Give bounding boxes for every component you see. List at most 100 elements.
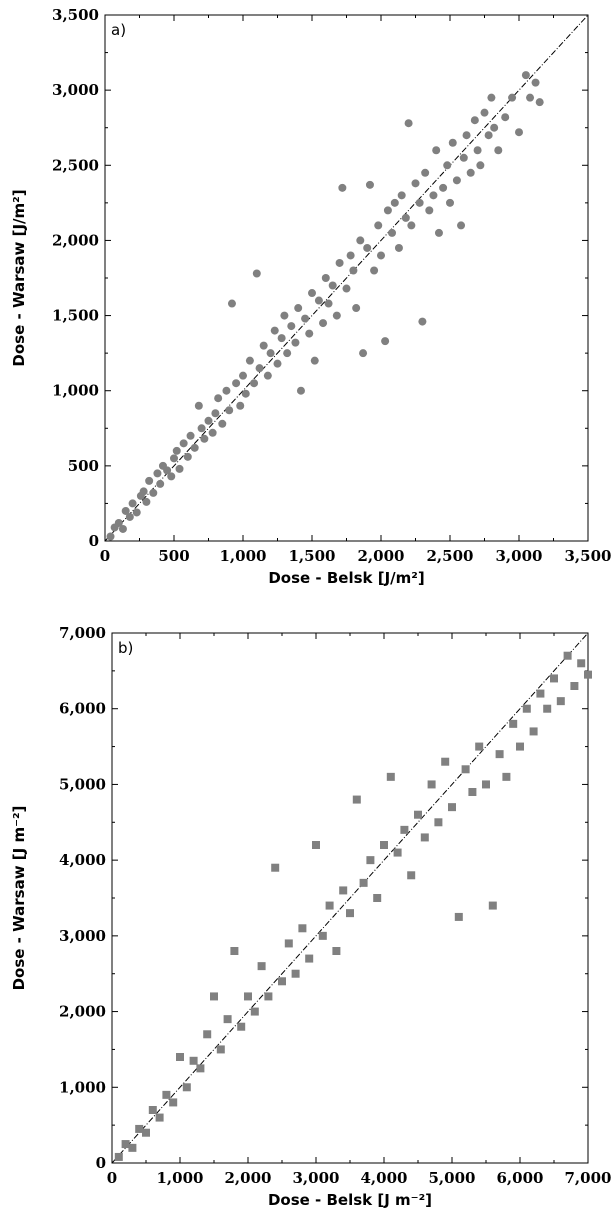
data-point-b bbox=[373, 894, 382, 902]
data-point-a bbox=[494, 146, 503, 155]
data-point-a bbox=[218, 419, 227, 428]
data-point-b bbox=[468, 788, 477, 796]
data-point-a bbox=[490, 123, 499, 132]
one-to-one-line-a bbox=[104, 14, 589, 542]
data-point-a bbox=[397, 191, 406, 200]
data-point-b bbox=[128, 1143, 137, 1152]
x-tick-label-b: 1,000 bbox=[157, 1169, 204, 1187]
data-point-b bbox=[386, 772, 395, 781]
data-point-b bbox=[461, 765, 470, 774]
x-tick-label-a: 3,500 bbox=[565, 547, 612, 565]
x-axis-title-a: Dose - Belsk [J/m²] bbox=[268, 569, 424, 587]
one-to-one-line-b bbox=[111, 632, 589, 1164]
data-point-a bbox=[239, 371, 247, 380]
data-point-a bbox=[388, 228, 397, 237]
data-point-b bbox=[121, 1140, 130, 1149]
y-tick-label-b: 2,000 bbox=[59, 1003, 106, 1021]
data-point-a bbox=[415, 198, 424, 207]
x-tick-label-b: 2,000 bbox=[225, 1169, 272, 1187]
data-point-a bbox=[319, 319, 328, 328]
data-point-a bbox=[145, 476, 154, 485]
data-point-a bbox=[273, 359, 282, 368]
data-point-a bbox=[338, 183, 347, 192]
data-point-b bbox=[318, 931, 327, 940]
x-tick-label-a: 500 bbox=[158, 547, 189, 565]
data-point-a bbox=[370, 266, 379, 275]
data-point-a bbox=[250, 379, 259, 388]
data-point-a bbox=[114, 518, 123, 527]
data-point-a bbox=[214, 394, 223, 403]
data-point-b bbox=[427, 780, 436, 789]
data-point-a bbox=[211, 409, 220, 418]
data-point-a bbox=[241, 389, 250, 398]
data-point-b bbox=[332, 947, 341, 955]
data-point-a bbox=[381, 337, 390, 346]
data-point-a bbox=[508, 93, 517, 102]
data-point-a bbox=[401, 213, 410, 222]
x-tick-label-b: 7,000 bbox=[565, 1169, 612, 1187]
data-point-a bbox=[232, 379, 241, 388]
points-b bbox=[114, 651, 592, 1161]
y-tick-label-b: 1,000 bbox=[59, 1078, 106, 1096]
data-point-a bbox=[473, 146, 482, 155]
data-point-a bbox=[484, 131, 493, 140]
data-point-b bbox=[495, 750, 504, 759]
data-point-a bbox=[305, 329, 314, 338]
data-point-a bbox=[310, 356, 319, 365]
data-point-a bbox=[170, 454, 178, 463]
x-tick-label-a: 0 bbox=[100, 547, 110, 565]
y-tick-label-a: 2,500 bbox=[52, 156, 99, 174]
data-point-a bbox=[125, 512, 134, 521]
data-point-b bbox=[278, 977, 286, 986]
data-point-a bbox=[526, 93, 535, 102]
data-point-b bbox=[196, 1064, 205, 1073]
panel-label-a: a) bbox=[111, 21, 126, 39]
data-point-b bbox=[155, 1113, 164, 1122]
data-point-a bbox=[342, 284, 351, 293]
data-point-a bbox=[425, 206, 434, 215]
y-tick-label-a: 2,000 bbox=[52, 231, 99, 249]
data-point-a bbox=[190, 443, 199, 452]
data-point-a bbox=[142, 497, 151, 506]
data-point-b bbox=[454, 912, 463, 921]
data-point-b bbox=[339, 886, 348, 895]
x-tick-label-a: 2,500 bbox=[427, 547, 474, 565]
data-point-a bbox=[328, 281, 337, 290]
y-tick-label-b: 4,000 bbox=[59, 851, 106, 869]
data-point-b bbox=[346, 909, 354, 918]
data-point-b bbox=[352, 795, 361, 804]
data-point-a bbox=[106, 532, 115, 541]
data-point-b bbox=[448, 803, 456, 812]
x-axis-title-b: Dose - Belsk [J m⁻²] bbox=[268, 1191, 432, 1209]
data-point-a bbox=[204, 416, 213, 425]
ticks-a: 00 500 500 1,000 1,000 1,500 1,500 2,000 2,000 2,… bbox=[52, 6, 611, 565]
data-point-a bbox=[259, 341, 268, 350]
data-point-b bbox=[502, 772, 511, 781]
data-point-b bbox=[237, 1022, 246, 1031]
data-point-a bbox=[324, 299, 333, 308]
data-point-b bbox=[400, 825, 409, 834]
data-point-a bbox=[394, 243, 403, 252]
data-point-b bbox=[135, 1124, 144, 1133]
data-point-b bbox=[434, 818, 443, 827]
data-point-a bbox=[197, 424, 206, 433]
data-point-a bbox=[167, 472, 176, 481]
data-point-a bbox=[255, 364, 264, 373]
data-point-a bbox=[172, 446, 181, 455]
data-point-a bbox=[346, 251, 355, 260]
data-point-a bbox=[466, 168, 475, 177]
data-point-a bbox=[227, 299, 236, 308]
data-point-a bbox=[443, 161, 452, 170]
data-point-a bbox=[153, 469, 162, 478]
data-point-a bbox=[452, 176, 461, 185]
data-point-a bbox=[359, 349, 368, 358]
y-tick-label-b: 0 bbox=[96, 1154, 106, 1172]
data-point-b bbox=[488, 901, 497, 910]
data-point-a bbox=[501, 113, 510, 122]
data-point-a bbox=[407, 221, 416, 230]
data-point-a bbox=[521, 71, 530, 80]
data-point-b bbox=[216, 1045, 225, 1054]
data-point-a bbox=[252, 269, 261, 278]
data-point-b bbox=[312, 841, 320, 849]
data-point-b bbox=[298, 924, 307, 933]
